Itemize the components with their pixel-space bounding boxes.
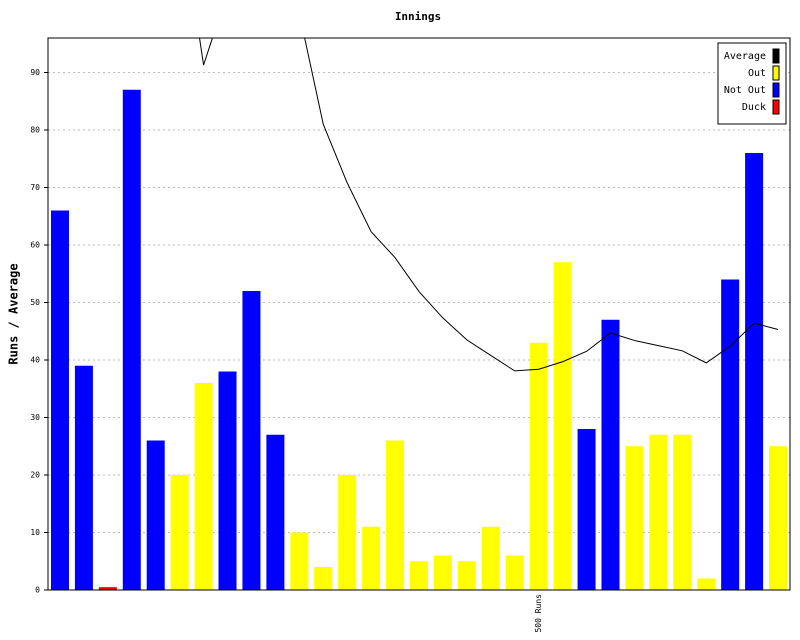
y-axis-label: Runs / Average: [7, 263, 21, 364]
bars: 500 Runs: [50, 89, 788, 633]
bar: [218, 371, 237, 590]
y-tick-label: 90: [30, 68, 40, 77]
bar: [242, 291, 261, 590]
y-tick-label: 70: [30, 183, 40, 192]
chart-title: Innings: [395, 10, 441, 23]
bar: [457, 561, 476, 590]
bar: [745, 153, 764, 590]
bar: [74, 365, 93, 590]
y-tick-label: 20: [30, 471, 40, 480]
y-tick-label: 40: [30, 356, 40, 365]
bar: [625, 446, 644, 590]
legend-label: Average: [724, 51, 766, 62]
y-tick-label: 0: [35, 586, 40, 595]
y-tick-label: 80: [30, 126, 40, 135]
bar: [505, 555, 524, 590]
legend-label: Not Out: [724, 85, 766, 96]
bar: [122, 89, 141, 590]
bar: [98, 587, 117, 590]
bar: [170, 475, 189, 590]
bar: [362, 526, 381, 590]
y-tick-label: 50: [30, 298, 40, 307]
y-tick-label: 60: [30, 241, 40, 250]
bar: [386, 440, 405, 590]
bar: [769, 446, 788, 590]
bar: [673, 434, 692, 590]
bar: [529, 342, 548, 590]
bar: [314, 567, 333, 590]
bar: [146, 440, 165, 590]
bar: [290, 532, 309, 590]
bar: [194, 383, 213, 590]
plot-frame: [47, 37, 791, 591]
bar: [697, 578, 716, 590]
bar: [338, 475, 357, 590]
legend-swatch: [772, 48, 780, 64]
bar: [553, 262, 572, 590]
y-tick-label: 10: [30, 528, 40, 537]
bar: [50, 210, 69, 590]
legend-swatch: [772, 65, 780, 81]
annotation: 500 Runs: [534, 594, 543, 633]
bar: [410, 561, 428, 590]
bar: [266, 434, 285, 590]
bar: [601, 319, 620, 590]
bar: [649, 434, 668, 590]
y-tick-label: 30: [30, 413, 40, 422]
legend: Average Out Not Out Duck: [717, 42, 787, 125]
bar: [721, 279, 740, 590]
line-layer: [199, 38, 779, 372]
legend-label: Duck: [742, 102, 766, 113]
legend-label: Out: [748, 68, 766, 79]
legend-swatch: [772, 99, 780, 115]
legend-swatch: [772, 82, 780, 98]
grid: 0 10 20 30 40 50 60 70 80 90: [30, 68, 790, 595]
bar: [577, 429, 596, 590]
average-line: [199, 38, 779, 372]
bar: [481, 526, 500, 590]
bar: [433, 555, 452, 590]
